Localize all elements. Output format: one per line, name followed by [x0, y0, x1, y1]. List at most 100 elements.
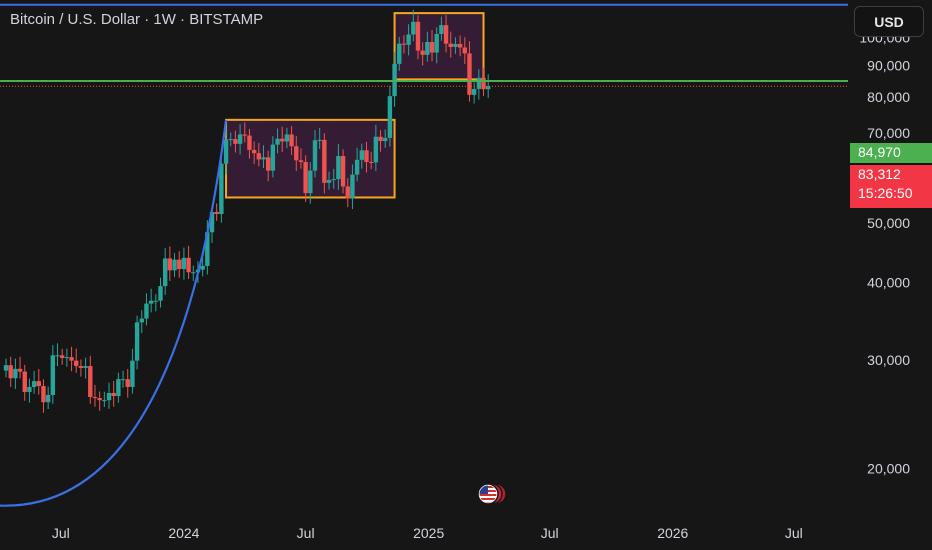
candle-body	[476, 77, 482, 89]
x-tick-label: 2024	[168, 525, 199, 541]
candle-body	[415, 21, 421, 51]
candle-body	[289, 134, 294, 147]
candle-body	[364, 150, 369, 162]
candle-body	[331, 179, 336, 181]
candle-body	[462, 47, 467, 54]
candle-body	[69, 357, 74, 361]
x-tick-label: 2026	[657, 525, 688, 541]
x-tick-label: Jul	[541, 525, 559, 541]
us-flag-events-icon[interactable]	[476, 482, 507, 506]
candle-body	[251, 149, 257, 154]
candle-body	[486, 86, 491, 90]
candle-body	[387, 96, 393, 138]
candle-body	[392, 63, 397, 97]
candle-body	[453, 43, 458, 47]
candle-body	[92, 397, 98, 399]
candle-body	[280, 138, 285, 142]
candle-body	[411, 21, 416, 35]
candle-body	[125, 379, 130, 387]
candle-body	[144, 303, 149, 319]
candle-body	[481, 77, 486, 90]
candle-body	[354, 159, 360, 175]
y-tick-label: 90,000	[867, 58, 910, 74]
candle-body	[120, 379, 126, 381]
candle-body	[336, 156, 341, 180]
candle-body	[378, 136, 383, 142]
candle-body	[209, 211, 215, 233]
candle-body	[326, 180, 332, 183]
candle-body	[228, 139, 233, 141]
candle-body	[167, 258, 173, 271]
x-tick-label: Jul	[785, 525, 803, 541]
candle-body	[237, 134, 243, 144]
candle-body	[172, 259, 177, 271]
x-tick-label: Jul	[52, 525, 70, 541]
currency-button[interactable]: USD	[854, 6, 924, 37]
bar-countdown: 15:26:50	[858, 185, 913, 201]
candle-body	[50, 355, 56, 396]
last-price-value: 83,312	[858, 166, 901, 182]
candle-body	[162, 258, 168, 287]
candle-body	[350, 174, 355, 199]
x-tick-label: Jul	[297, 525, 315, 541]
candle-body	[181, 257, 187, 270]
candle-body	[64, 357, 70, 359]
candle-body	[111, 392, 116, 397]
candle-body	[345, 186, 350, 199]
candle-body	[219, 163, 224, 215]
candle-body	[205, 232, 210, 266]
candle-body	[191, 272, 196, 274]
y-tick-label: 80,000	[867, 89, 910, 105]
candle-body	[303, 161, 308, 194]
candle-body	[186, 257, 191, 273]
candle-body	[214, 211, 219, 215]
x-tick-label: 2025	[413, 525, 444, 541]
candle-body	[308, 170, 313, 194]
candle-body	[256, 153, 262, 160]
candle-body	[368, 161, 374, 163]
candle-body	[317, 139, 322, 141]
candle-body	[439, 25, 444, 34]
candle-body	[471, 88, 477, 95]
candle-body	[31, 381, 37, 387]
candle-body	[153, 300, 159, 302]
candle-body	[359, 150, 365, 160]
candle-body	[420, 50, 425, 55]
candle-body	[284, 134, 290, 142]
candle-body	[17, 368, 23, 372]
candle-body	[8, 365, 13, 379]
candle-body	[41, 385, 46, 403]
candle-body	[78, 366, 84, 368]
candle-body	[261, 157, 266, 160]
candle-body	[298, 160, 304, 162]
candle-body	[223, 139, 229, 164]
candle-body	[200, 265, 205, 270]
candle-body	[55, 355, 60, 357]
candle-body	[83, 366, 88, 368]
candle-body	[340, 156, 346, 187]
candle-body	[275, 138, 280, 145]
last-price-tag: 83,312 15:26:50	[850, 165, 932, 208]
candle-body	[434, 33, 439, 53]
candle-body	[139, 318, 144, 323]
candle-body	[22, 371, 27, 392]
y-tick-label: 50,000	[867, 215, 910, 231]
candle-body	[130, 360, 135, 387]
candle-body	[401, 43, 407, 45]
candle-body	[88, 366, 93, 398]
candle-body	[443, 25, 449, 44]
candle-body	[134, 322, 140, 361]
candle-body	[429, 42, 435, 53]
y-tick-label: 70,000	[867, 125, 910, 141]
candle-body	[148, 300, 154, 304]
candle-body	[425, 42, 430, 55]
y-tick-label: 30,000	[867, 352, 910, 368]
candle-body	[242, 134, 247, 136]
candle-body	[177, 259, 182, 270]
candle-body	[397, 43, 402, 64]
candle-body	[97, 398, 102, 401]
growth-curve-line	[0, 119, 228, 507]
y-tick-label: 20,000	[867, 460, 910, 476]
candle-body	[247, 135, 252, 150]
